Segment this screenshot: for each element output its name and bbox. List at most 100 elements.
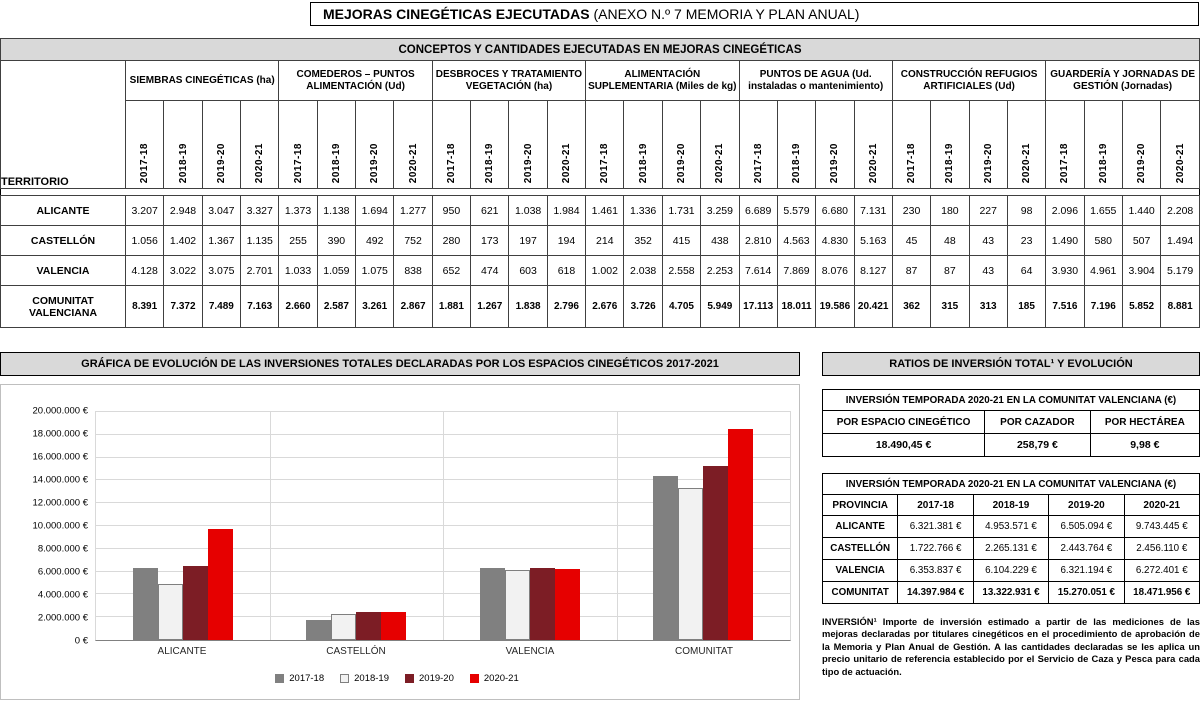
season-header: 2018-19 — [316, 100, 357, 189]
value-cell: 492 — [355, 225, 395, 256]
value-cell: 3.022 — [163, 255, 203, 286]
x-tick-label: VALENCIA — [505, 646, 555, 657]
season-label: 2019-20 — [1136, 142, 1148, 183]
season-label: 2017-18 — [599, 142, 611, 183]
value-cell: 7.372 — [163, 285, 203, 328]
investment-by-province-table: INVERSIÓN TEMPORADA 2020-21 EN LA COMUNI… — [821, 473, 1200, 604]
concept-header: COMEDEROS – PUNTOS ALIMENTACIÓN (Ud) — [278, 60, 433, 101]
season-header: 2018-19 — [776, 100, 817, 189]
y-tick-label: 0 € — [74, 635, 88, 647]
value-cell: 1.277 — [393, 195, 433, 226]
legend-item: 2020-21 — [469, 673, 519, 684]
table-row: CASTELLÓN 1.056 1.402 1.367 1.135 255 390 492 75… — [0, 225, 1200, 256]
title-row: INVERSIÓN TEMPORADA 2020-21 EN LA COMUNI… — [822, 473, 1200, 495]
bar-group-castellón — [270, 412, 444, 640]
province-cell: COMUNITAT — [821, 581, 899, 604]
season-header: 2017-18 — [738, 100, 778, 189]
concept-header: ALIMENTACIÓN SUPLEMENTARIA (Miles de kg) — [585, 60, 740, 101]
legend-item: 2017-18 — [275, 673, 324, 684]
value-cell: 2.096 — [1045, 195, 1085, 226]
value-cell: 7.489 — [201, 285, 242, 328]
value-cell: 1.138 — [316, 195, 357, 226]
value-cell: 652 — [431, 255, 472, 286]
page-title: MEJORAS CINEGÉTICAS EJECUTADAS (ANEXO N.… — [310, 2, 1199, 26]
season-header: 2019-20 — [968, 100, 1008, 189]
value-cell: 3.259 — [700, 195, 740, 226]
value-cell: 18.011 — [776, 285, 817, 328]
value-cell: 1.135 — [240, 225, 280, 256]
bar-2018-19 — [504, 570, 530, 640]
value-cell: 3.207 — [124, 195, 165, 226]
value-cell: 230 — [891, 195, 932, 226]
value-cell: 8.076 — [815, 255, 855, 286]
territorio-header: TERRITORIO — [0, 60, 126, 189]
ratios-title: RATIOS DE INVERSIÓN TOTAL¹ Y EVOLUCIÓN — [822, 352, 1200, 376]
season-header: 2018-19 — [1083, 100, 1123, 189]
season-label: 2018-19 — [484, 142, 496, 183]
value-cell: 48 — [930, 225, 970, 256]
value-cell: 87 — [930, 255, 970, 286]
season-header: 2018-19 — [470, 100, 510, 189]
value-cell: 17.113 — [738, 285, 778, 328]
season-label: 2020-21 — [560, 142, 572, 183]
value-cell: 474 — [470, 255, 510, 286]
value-cell: 1.655 — [1083, 195, 1123, 226]
investment-value: 14.397.984 € — [897, 581, 974, 604]
chart-title: GRÁFICA DE EVOLUCIÓN DE LAS INVERSIONES … — [0, 352, 800, 376]
season-label: 2020-21 — [1021, 142, 1033, 183]
bar-2018-19 — [157, 583, 183, 640]
ratios-panel: RATIOS DE INVERSIÓN TOTAL¹ Y EVOLUCIÓN I… — [821, 352, 1200, 678]
investment-value: 13.322.931 € — [972, 581, 1050, 604]
investment-column-header: PROVINCIA — [821, 494, 899, 516]
value-cell: 618 — [546, 255, 587, 286]
value-cell: 19.586 — [815, 285, 855, 328]
value-cell: 2.587 — [316, 285, 357, 328]
value-cell: 23 — [1006, 225, 1047, 256]
season-label: 2018-19 — [637, 142, 649, 183]
bar-2017-18 — [479, 567, 505, 640]
value-cell: 214 — [585, 225, 625, 256]
chart-legend: 2017-18 2018-19 2019-20 2020-21 — [3, 673, 791, 684]
value-cell: 313 — [968, 285, 1008, 328]
season-label: 2020-21 — [867, 142, 879, 183]
y-tick-label: 20.000.000 € — [32, 405, 88, 417]
concept-header: PUNTOS DE AGUA (Ud. instaladas o manteni… — [738, 60, 893, 101]
value-cell: 1.984 — [546, 195, 587, 226]
value-cell: 5.949 — [700, 285, 740, 328]
y-tick-label: 10.000.000 € — [32, 520, 88, 532]
value-cell: 1.490 — [1045, 225, 1085, 256]
legend-swatch — [340, 674, 350, 683]
value-cell: 415 — [661, 225, 702, 256]
investment-table-title: INVERSIÓN TEMPORADA 2020-21 EN LA COMUNI… — [822, 473, 1200, 495]
value-cell: 1.373 — [278, 195, 318, 226]
ratio-value: 9,98 € — [1089, 433, 1200, 457]
season-header: 2018-19 — [623, 100, 663, 189]
season-header: 2020-21 — [546, 100, 587, 189]
value-cell: 1.881 — [431, 285, 472, 328]
table-title: CONCEPTOS Y CANTIDADES EJECUTADAS EN MEJ… — [0, 38, 1200, 61]
value-cell: 1.838 — [508, 285, 548, 328]
category-separator — [616, 412, 618, 640]
bar-2019-20 — [703, 465, 729, 640]
page-title-bold: MEJORAS CINEGÉTICAS EJECUTADAS — [323, 6, 590, 22]
legend-label: 2019-20 — [419, 673, 454, 684]
value-cell: 4.705 — [661, 285, 702, 328]
value-cell: 3.075 — [201, 255, 242, 286]
value-cell: 2.253 — [700, 255, 740, 286]
season-header: 2020-21 — [700, 100, 740, 189]
value-cell: 5.163 — [853, 225, 893, 256]
season-header: 2019-20 — [1121, 100, 1162, 189]
value-cell: 194 — [546, 225, 587, 256]
bar-2020-21 — [728, 429, 754, 640]
bar-2017-18 — [132, 567, 158, 640]
season-label: 2017-18 — [1059, 142, 1071, 183]
y-axis: 0 € 2.000.000 € 4.000.000 € 6.000.000 € 8.00… — [3, 406, 95, 647]
bar-chart: 0 € 2.000.000 € 4.000.000 € 6.000.000 € 8.00… — [0, 384, 800, 700]
value-cell: 8.881 — [1160, 285, 1200, 328]
x-tick-label: CASTELLÓN — [326, 646, 386, 657]
legend-item: 2018-19 — [340, 673, 389, 684]
bar-2019-20 — [529, 567, 555, 640]
investment-value: 6.321.381 € — [897, 515, 974, 538]
season-label: 2020-21 — [714, 142, 726, 183]
bar-group-valencia — [443, 412, 617, 640]
